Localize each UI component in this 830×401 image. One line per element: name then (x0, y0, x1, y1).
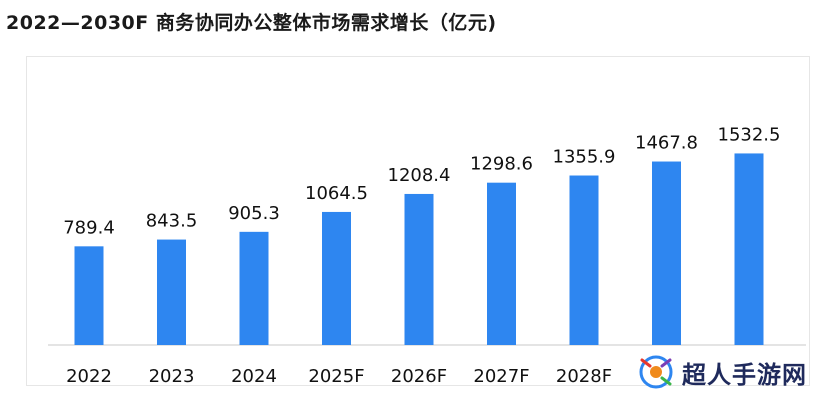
bar-2025F (322, 211, 351, 345)
value-label-2026F: 1208.4 (388, 165, 451, 186)
bar-2030F (734, 153, 764, 345)
bar-2022 (74, 246, 104, 345)
value-label-2023: 843.5 (146, 211, 198, 232)
x-tick-label-2024: 2024 (231, 366, 277, 387)
x-tick-label-2022: 2022 (66, 366, 112, 387)
value-label-2025F: 1064.5 (305, 183, 368, 204)
bar-2028F (569, 175, 599, 345)
x-tick-label-2023: 2023 (149, 366, 195, 387)
chart-frame (26, 56, 810, 386)
value-label-2028F: 1355.9 (553, 147, 616, 168)
watermark-text: 超人手游网 (682, 360, 807, 389)
value-label-2030F: 1532.5 (718, 124, 781, 145)
x-tick-label-2028F: 2028F (556, 366, 612, 387)
value-label-2022: 789.4 (63, 217, 115, 238)
bar-2023 (157, 239, 186, 345)
value-label-2027F: 1298.6 (470, 154, 533, 175)
bar-2026F (404, 193, 434, 345)
watermark-logo-icon (639, 355, 673, 389)
value-label-2024: 905.3 (228, 203, 280, 224)
bar-2027F (487, 182, 516, 345)
bar-2024 (239, 231, 269, 345)
x-tick-label-2026F: 2026F (391, 366, 447, 387)
x-tick-label-2027F: 2027F (473, 366, 529, 387)
bar-2029F (652, 161, 681, 345)
watermark: 超人手游网 (636, 350, 830, 394)
chart-title: 2022—2030F 商务协同办公整体市场需求增长（亿元) (6, 12, 497, 34)
x-tick-label-2025F: 2025F (308, 366, 364, 387)
value-label-2029F: 1467.8 (635, 133, 698, 154)
